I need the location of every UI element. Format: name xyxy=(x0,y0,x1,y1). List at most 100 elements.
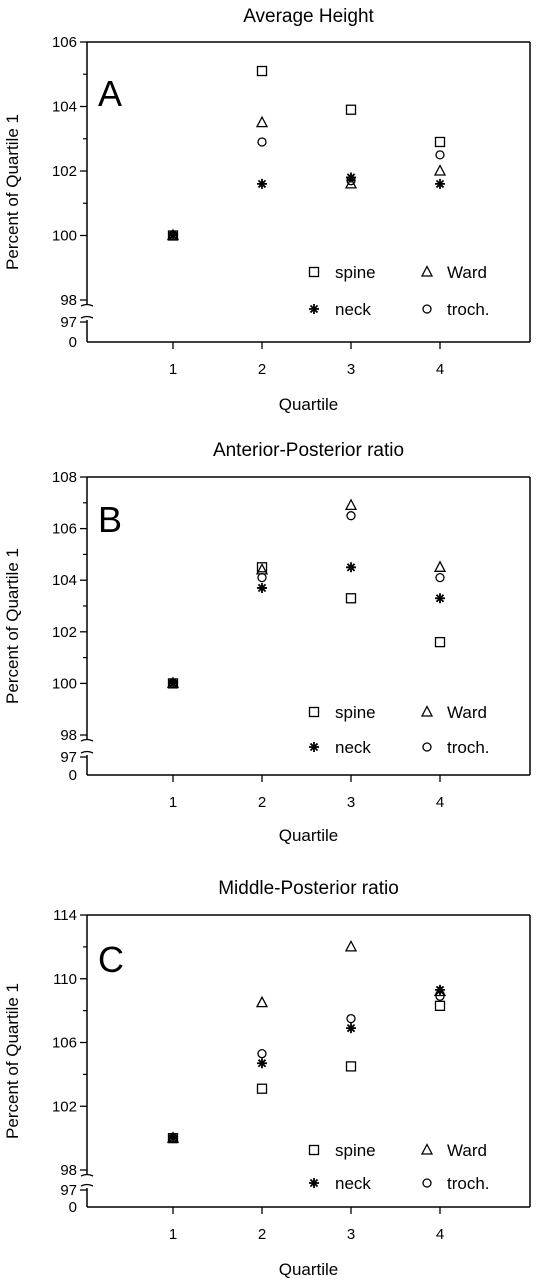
x-tick-label: 2 xyxy=(258,794,266,811)
panel-letter: A xyxy=(98,73,122,114)
legend-marker-ward xyxy=(420,1143,434,1155)
legend-label: spine xyxy=(335,703,376,722)
panel-letter: C xyxy=(98,939,124,980)
y-tick-label: 98 xyxy=(60,727,77,744)
x-axis-title: Quartile xyxy=(279,1260,339,1279)
data-point-troch xyxy=(435,991,445,1001)
data-point-neck xyxy=(346,172,356,183)
series-troch xyxy=(168,137,445,241)
data-point-neck xyxy=(435,984,445,995)
series-spine xyxy=(167,562,446,689)
series-troch xyxy=(168,991,445,1143)
y-tick-label: 0 xyxy=(69,1199,77,1216)
y-tick-label: 102 xyxy=(52,1098,77,1115)
axis-break-mark xyxy=(80,1183,94,1187)
x-tick-label: 3 xyxy=(347,361,355,378)
data-point-neck xyxy=(257,1058,267,1069)
data-point-spine xyxy=(256,1083,268,1094)
panel-letter: B xyxy=(98,499,122,540)
x-tick-label: 3 xyxy=(347,1226,355,1243)
y-axis-title: Percent of Quartile 1 xyxy=(3,114,22,270)
legend-label: Ward xyxy=(447,703,487,722)
series-ward xyxy=(166,939,447,1143)
y-tick-label: 106 xyxy=(52,34,77,51)
legend-label: Ward xyxy=(447,263,487,282)
x-tick-label: 1 xyxy=(169,794,177,811)
panel-a: Average Height 100 102 104 106 97 98 0 1 2 3 4 Quart… xyxy=(3,6,531,414)
data-point-neck xyxy=(257,178,267,189)
y-axis-title: Percent of Quartile 1 xyxy=(3,548,22,704)
x-tick-label: 3 xyxy=(347,794,355,811)
data-point-troch xyxy=(346,1013,356,1024)
y-tick-label: 0 xyxy=(69,767,77,784)
y-tick-label: 106 xyxy=(52,1035,77,1052)
data-point-ward xyxy=(344,939,358,952)
legend-marker-neck xyxy=(309,1178,319,1188)
legend-label: troch. xyxy=(447,738,490,757)
data-point-spine xyxy=(345,104,357,115)
data-point-neck xyxy=(168,230,178,241)
data-point-troch xyxy=(346,511,356,521)
axis-break-mark xyxy=(80,303,94,307)
data-point-spine xyxy=(256,562,268,573)
x-tick-label: 4 xyxy=(436,361,444,378)
legend-label: neck xyxy=(335,738,371,757)
y-tick-label: 0 xyxy=(69,334,77,351)
x-axis-title: Quartile xyxy=(279,826,339,845)
y-tick-label: 100 xyxy=(52,228,77,245)
data-point-neck xyxy=(346,1023,356,1034)
legend-marker-ward xyxy=(420,265,434,277)
x-tick-label: 2 xyxy=(258,1226,266,1243)
legend-marker-spine xyxy=(308,1144,320,1156)
data-point-troch xyxy=(257,137,267,147)
legend: spine Ward neck troch. xyxy=(308,703,490,757)
y-tick-label: 102 xyxy=(52,624,77,641)
data-point-ward xyxy=(255,115,269,128)
y-axis-title: Percent of Quartile 1 xyxy=(3,983,22,1139)
data-point-ward xyxy=(255,995,269,1008)
data-point-spine xyxy=(434,136,446,148)
data-point-spine xyxy=(434,1000,446,1011)
x-tick-label: 4 xyxy=(436,794,444,811)
series-neck xyxy=(168,172,445,241)
data-point-troch xyxy=(168,678,178,689)
data-point-neck xyxy=(346,562,356,573)
legend-marker-troch xyxy=(422,304,432,314)
y-tick-label: 110 xyxy=(53,971,77,988)
legend-label: neck xyxy=(335,1174,371,1193)
y-tick-label: 102 xyxy=(52,163,77,180)
data-point-neck xyxy=(435,178,445,189)
chart-title: Average Height xyxy=(243,6,374,27)
series-spine xyxy=(167,65,446,241)
legend-label: spine xyxy=(335,263,376,282)
data-point-spine xyxy=(345,1061,357,1072)
data-point-ward xyxy=(433,164,447,176)
data-point-troch xyxy=(168,230,178,241)
y-tick-label: 106 xyxy=(52,521,77,538)
legend-marker-spine xyxy=(308,266,320,278)
series-neck xyxy=(168,984,445,1144)
legend-label: troch. xyxy=(447,1174,490,1193)
panel-b: Anterior-Posterior ratio1001021041061089… xyxy=(3,440,531,845)
series-ward xyxy=(166,115,447,241)
data-point-ward xyxy=(344,177,358,189)
data-point-ward xyxy=(255,562,269,575)
data-point-neck xyxy=(168,1133,178,1144)
data-point-neck xyxy=(257,582,267,593)
series-neck xyxy=(168,562,445,689)
legend-marker-troch xyxy=(422,742,432,752)
x-tick-label: 4 xyxy=(436,1226,444,1243)
data-point-troch xyxy=(168,1133,178,1143)
legend-marker-troch xyxy=(422,1178,432,1188)
panel-c: Middle-Posterior ratio 102 106 110 114 97 98 0 1… xyxy=(3,878,531,1279)
data-point-spine xyxy=(434,636,446,648)
data-point-spine xyxy=(345,593,357,604)
y-tick-label: 97 xyxy=(60,1182,77,1199)
data-point-ward xyxy=(433,560,447,572)
legend-marker-neck xyxy=(309,304,319,314)
data-point-troch xyxy=(257,572,267,583)
x-tick-label: 1 xyxy=(169,1226,177,1243)
y-tick-label: 108 xyxy=(52,469,77,486)
data-point-ward xyxy=(344,498,358,511)
